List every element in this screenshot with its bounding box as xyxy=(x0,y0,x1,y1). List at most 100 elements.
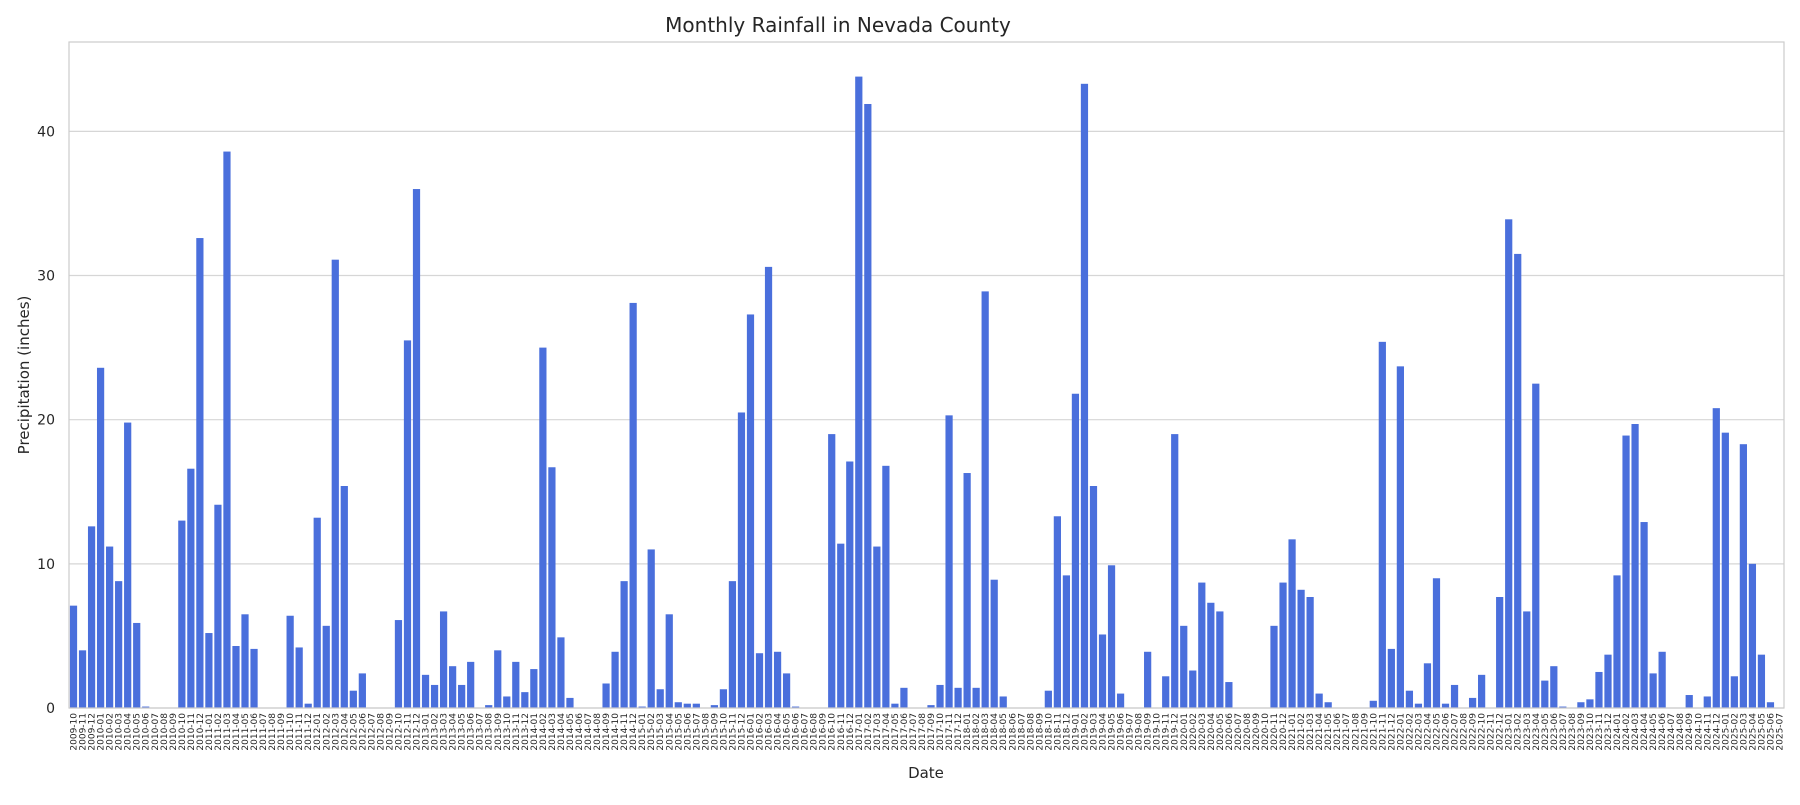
x-tick-label: 2011-06 xyxy=(250,713,260,751)
x-tick-label: 2020-09 xyxy=(1252,713,1262,751)
y-tick-label: 0 xyxy=(46,701,55,717)
x-tick-label: 2010-05 xyxy=(133,713,143,751)
bar-2016-01 xyxy=(746,314,755,708)
x-tick-label: 2018-10 xyxy=(1044,713,1054,751)
y-axis-ticks: 0 10 20 30 40 xyxy=(37,124,55,717)
bar-2023-02 xyxy=(1514,253,1522,708)
x-tick-label: 2015-02 xyxy=(647,713,657,751)
bar-2022-05 xyxy=(1432,578,1441,708)
x-tick-label: 2013-03 xyxy=(440,713,450,751)
bar-2013-02 xyxy=(430,684,439,708)
x-tick-label: 2010-03 xyxy=(115,713,125,751)
x-tick-label: 2023-08 xyxy=(1568,713,1578,751)
x-tick-label: 2021-11 xyxy=(1378,713,1388,751)
x-tick-label: 2012-04 xyxy=(340,713,350,751)
x-tick-label: 2015-09 xyxy=(710,713,720,751)
bar-2024-01 xyxy=(1613,575,1621,708)
x-tick-label: 2014-09 xyxy=(602,713,612,751)
x-tick-label: 2020-04 xyxy=(1207,713,1217,751)
bar-2017-01 xyxy=(855,76,863,709)
x-tick-label: 2018-07 xyxy=(1017,713,1027,751)
x-tick-label: 2010-04 xyxy=(124,713,134,751)
x-tick-label: 2022-11 xyxy=(1487,713,1497,751)
x-tick-label: 2015-08 xyxy=(701,713,711,751)
x-tick-label: 2013-07 xyxy=(476,713,486,751)
x-tick-label: 2017-04 xyxy=(882,713,892,751)
bar-2014-02 xyxy=(539,347,547,708)
x-tick-label: 2011-01 xyxy=(205,713,215,751)
x-tick-label: 2024-08 xyxy=(1676,713,1686,751)
x-tick-label: 2016-09 xyxy=(819,713,829,751)
y-tick-label: 40 xyxy=(37,124,55,140)
x-tick-label: 2014-01 xyxy=(530,713,540,751)
x-tick-label: 2023-01 xyxy=(1505,713,1515,751)
x-tick-label: 2020-06 xyxy=(1225,713,1235,751)
bar-2023-05 xyxy=(1541,680,1549,708)
x-tick-label: 2025-02 xyxy=(1730,713,1740,751)
x-tick-label: 2014-07 xyxy=(584,713,594,751)
bar-2018-01 xyxy=(963,473,971,708)
bar-2013-03 xyxy=(439,611,448,708)
x-tick-label: 2011-04 xyxy=(232,713,242,751)
bar-2015-01 xyxy=(638,706,646,708)
x-tick-label: 2025-03 xyxy=(1739,713,1749,751)
x-tick-label: 2012-03 xyxy=(331,713,341,751)
x-tick-label: 2024-03 xyxy=(1631,713,1641,751)
x-tick-label: 2023-05 xyxy=(1541,713,1551,751)
x-tick-label: 2017-07 xyxy=(909,713,919,751)
x-tick-label: 2017-08 xyxy=(918,713,928,751)
bar-2025-01 xyxy=(1721,432,1729,708)
bar-2021-11 xyxy=(1378,341,1386,708)
bar-2016-03 xyxy=(764,266,773,708)
bar-2009-11 xyxy=(78,650,87,708)
bar-2019-03 xyxy=(1089,486,1098,708)
x-tick-label: 2021-01 xyxy=(1288,713,1298,751)
bar-2023-06 xyxy=(1550,666,1558,708)
plot-frame xyxy=(68,41,1785,709)
x-tick-label: 2022-04 xyxy=(1423,713,1433,751)
x-tick-label: 2015-05 xyxy=(674,713,684,751)
bar-2021-10 xyxy=(1369,700,1377,708)
x-tick-label: 2010-12 xyxy=(196,713,206,751)
x-axis-label: Date xyxy=(908,764,944,782)
x-tick-label: 2012-07 xyxy=(367,713,377,751)
x-tick-label: 2012-02 xyxy=(322,713,332,751)
x-tick-label: 2020-02 xyxy=(1189,713,1199,751)
x-tick-label: 2018-04 xyxy=(990,713,1000,751)
x-tick-label: 2017-03 xyxy=(873,713,883,751)
x-tick-label: 2016-02 xyxy=(756,713,766,751)
x-tick-label: 2011-08 xyxy=(268,713,278,751)
bar-2010-03 xyxy=(115,581,123,708)
x-tick-label: 2016-07 xyxy=(801,713,811,751)
bar-2014-09 xyxy=(602,683,610,708)
x-tick-label: 2013-01 xyxy=(422,713,432,751)
x-tick-label: 2025-07 xyxy=(1775,713,1785,751)
x-tick-label: 2013-12 xyxy=(521,713,531,751)
bar-2015-07 xyxy=(692,703,700,708)
x-tick-label: 2021-08 xyxy=(1351,713,1361,751)
x-tick-label: 2019-07 xyxy=(1126,713,1136,751)
x-tick-label: 2020-08 xyxy=(1243,713,1253,751)
x-tick-label: 2017-12 xyxy=(954,713,964,751)
bar-2018-05 xyxy=(999,696,1007,708)
bar-2023-04 xyxy=(1532,383,1540,708)
x-tick-label: 2021-06 xyxy=(1333,713,1343,751)
bar-2022-02 xyxy=(1405,690,1414,708)
x-tick-label: 2023-11 xyxy=(1595,713,1605,751)
bar-2023-12 xyxy=(1604,654,1612,708)
x-tick-label: 2024-05 xyxy=(1649,713,1659,751)
bar-2020-04 xyxy=(1207,602,1215,708)
x-tick-label: 2025-01 xyxy=(1721,713,1731,751)
bar-2021-03 xyxy=(1306,597,1314,708)
x-tick-label: 2023-04 xyxy=(1532,713,1542,751)
bar-2022-09 xyxy=(1468,697,1477,708)
x-tick-label: 2010-10 xyxy=(178,713,188,751)
bar-2018-11 xyxy=(1053,516,1061,708)
x-tick-label: 2013-04 xyxy=(449,713,459,751)
x-tick-label: 2013-09 xyxy=(494,713,504,751)
x-tick-label: 2020-05 xyxy=(1216,713,1226,751)
bar-2012-06 xyxy=(358,673,366,708)
bar-2015-06 xyxy=(683,703,691,708)
bar-2020-03 xyxy=(1198,582,1206,708)
